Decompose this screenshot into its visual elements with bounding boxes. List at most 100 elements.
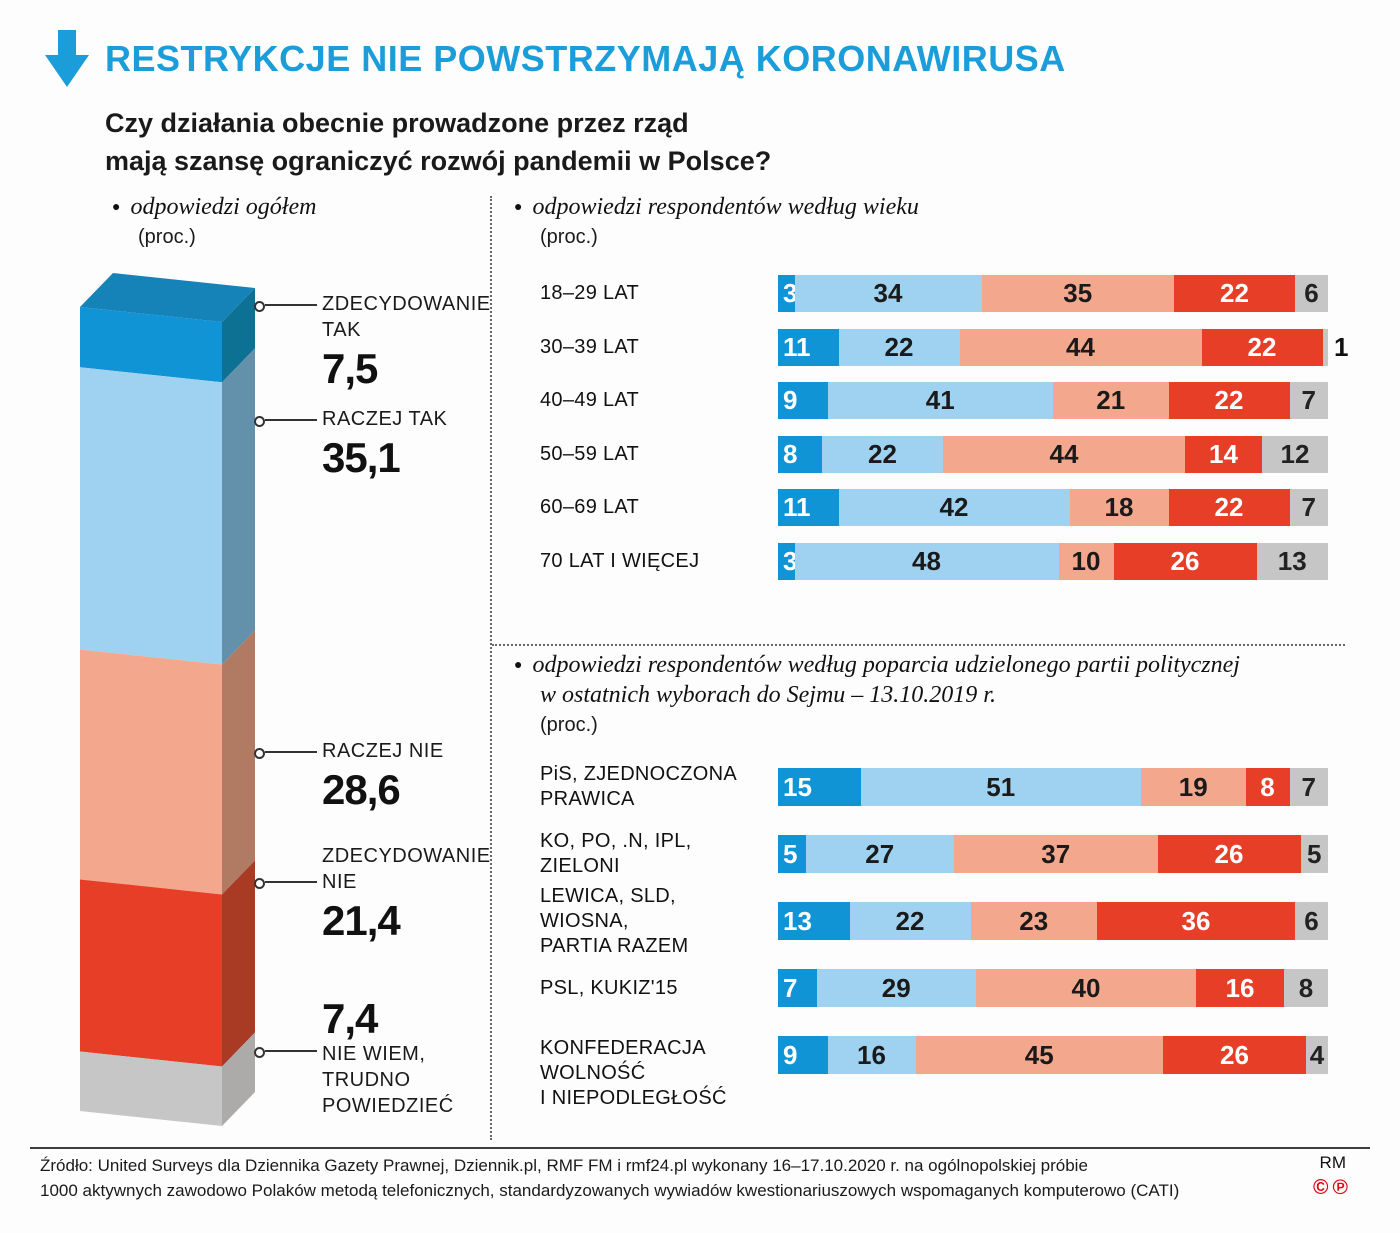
down-arrow-icon (45, 30, 89, 87)
answer-label: NIE WIEM, TRUDNO POWIEDZIEĆ (322, 1043, 454, 1117)
bar-segment: 23 (970, 902, 1097, 940)
party-heading-line1: odpowiedzi respondentów według poparcia … (532, 652, 1240, 678)
bar-segment: 8 (1245, 768, 1290, 806)
bar-segment: 26 (1157, 835, 1301, 873)
overall-annotation: RACZEJ NIE 28,6 (322, 738, 502, 812)
bar-segment: 15 (778, 768, 861, 806)
copyright-phonogram-icons: ©℗ (1313, 1176, 1352, 1199)
vertical-dotted-divider (490, 196, 492, 1140)
bar-value-outside: 1 (1334, 331, 1349, 362)
leader-line (265, 419, 317, 421)
bar-segment: 22 (1201, 328, 1323, 366)
leader-dot (254, 301, 265, 312)
leader-dot (254, 1047, 265, 1058)
column-segment (80, 367, 222, 665)
bullet-icon: ● (514, 198, 523, 214)
bar-segment: 16 (827, 1036, 916, 1074)
leader-dot (254, 416, 265, 427)
party-heading-line2: w ostatnich wyborach do Sejmu – 13.10.20… (540, 682, 996, 708)
source-line1: Źródło: United Surveys dla Dziennika Gaz… (40, 1156, 1088, 1175)
row-label: 50–59 LAT (540, 442, 640, 465)
age-heading-text: odpowiedzi respondentów według wieku (532, 194, 919, 220)
horizontal-dotted-divider (492, 644, 1345, 646)
bar-segment: 18 (1069, 489, 1169, 526)
overall-annotation: ZDECYDOWANIE NIE 21,4 (322, 843, 502, 943)
bar-segment: 13 (1256, 542, 1328, 580)
bar-segment: 6 (1295, 275, 1328, 312)
bar-segment: 36 (1097, 902, 1295, 940)
bar-segment: 3 (778, 542, 797, 580)
stacked-bar: 8 22 44 14 12 (778, 435, 1328, 473)
bar-segment: 29 (816, 969, 976, 1007)
answer-value: 28,6 (322, 766, 401, 813)
bar-segment: 9 (778, 1036, 828, 1074)
bar-segment: 40 (976, 969, 1196, 1007)
bar-segment: 27 (805, 835, 954, 873)
bar-segment: 37 (954, 835, 1158, 873)
stacked-bar: 11 42 18 22 7 (778, 489, 1328, 526)
answer-value: 7,4 (322, 995, 378, 1042)
party-section-heading: ● odpowiedzi respondentów według poparcia… (514, 652, 1240, 679)
bar-segment: 7 (1289, 489, 1328, 526)
overall-3d-column-chart (80, 273, 255, 1126)
column-segment (80, 273, 255, 322)
bar-segment: 16 (1196, 969, 1284, 1007)
stacked-bar: 9 16 45 26 4 (778, 1036, 1328, 1074)
stacked-bar: 13 22 23 36 6 (778, 902, 1328, 940)
footer-rule (30, 1147, 1370, 1149)
stacked-bar: 5 27 37 26 5 (778, 835, 1328, 873)
bar-segment: 22 (838, 328, 960, 366)
leader-line (265, 304, 317, 306)
bar-segment: 11 (778, 489, 839, 526)
row-label: 18–29 LAT (540, 282, 640, 304)
column-segment (80, 649, 222, 895)
row-label: 30–39 LAT (540, 335, 640, 358)
stacked-bar: 3 48 10 26 13 (778, 542, 1328, 580)
column-segment (222, 348, 255, 665)
bar-segment: 3 (778, 275, 797, 312)
overall-annotations: ZDECYDOWANIE TAK 7,5 RACZEJ TAK 35,1 RACZEJ N… (40, 255, 500, 1155)
bar-segment: 11 (778, 328, 839, 366)
bar-segment: 4 (1306, 1036, 1328, 1074)
answer-value: 7,5 (322, 345, 378, 392)
overall-section-heading: ● odpowiedzi ogółem (112, 194, 316, 221)
bar-segment: 44 (943, 435, 1185, 473)
bar-segment: 22 (1168, 489, 1290, 526)
age-unit-label: (proc.) (540, 226, 598, 248)
stacked-bar: 9 41 21 22 7 (778, 382, 1328, 419)
page-title: RESTRYKCJE NIE POWSTRZYMAJĄ KORONAWIRUSA (105, 38, 1066, 79)
answer-label: RACZEJ NIE (322, 740, 444, 762)
age-section-heading: ● odpowiedzi respondentów według wieku (514, 194, 919, 221)
bar-segment: 7 (778, 969, 817, 1007)
row-label: 70 LAT I WIĘCEJ (540, 549, 700, 572)
bar-segment: 26 (1113, 542, 1257, 580)
column-segment (80, 307, 222, 383)
leader-dot (254, 878, 265, 889)
leader-line (265, 1050, 317, 1052)
bar-segment: 13 (778, 902, 850, 940)
column-segment (80, 879, 222, 1067)
row-label: LEWICA, SLD, WIOSNA, PARTIA RAZEM (540, 884, 689, 957)
bar-segment (1322, 328, 1328, 366)
column-segment (80, 1051, 222, 1126)
overall-annotation: ZDECYDOWANIE TAK 7,5 (322, 291, 502, 391)
credit-initials: RM (1319, 1153, 1346, 1172)
bullet-icon: ● (112, 198, 121, 214)
row-label: 40–49 LAT (540, 389, 640, 411)
row-label: PSL, KUKIZ'15 (540, 976, 678, 999)
bar-segment: 19 (1141, 768, 1246, 806)
bar-segment: 12 (1262, 435, 1328, 473)
bar-segment: 42 (838, 489, 1070, 526)
stacked-bar: 11 22 44 22 1 (778, 328, 1348, 366)
row-label: KONFEDERACJA WOLNOŚĆ I NIEPODLEGŁOŚĆ (540, 1037, 727, 1109)
bar-segment: 22 (822, 435, 943, 473)
bullet-icon: ● (514, 656, 523, 672)
bar-segment: 26 (1163, 1036, 1306, 1074)
bar-segment: 21 (1053, 382, 1169, 419)
bar-segment: 35 (981, 275, 1174, 312)
answer-value: 35,1 (322, 434, 401, 481)
stacked-bar: 15 51 19 8 7 (778, 768, 1328, 806)
bar-segment: 7 (1289, 382, 1328, 419)
stacked-bar: 3 34 35 22 6 (778, 275, 1328, 312)
